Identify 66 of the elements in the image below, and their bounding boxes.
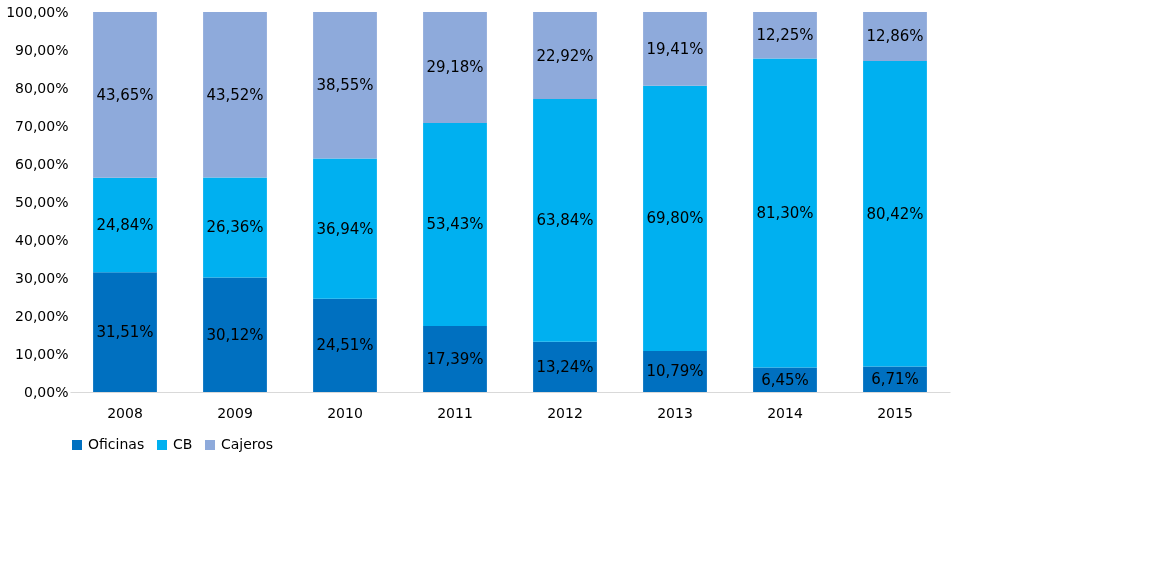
legend-label: Cajeros	[221, 436, 274, 452]
bar	[643, 12, 707, 86]
bar	[93, 12, 157, 178]
x-tick-label: 2013	[657, 404, 693, 421]
x-tick-label: 2011	[437, 404, 473, 421]
data-label: 29,18%	[426, 58, 484, 77]
bar	[203, 277, 267, 392]
data-label: 69,80%	[646, 209, 704, 228]
bar	[753, 58, 817, 368]
y-tick-label: 80,00%	[15, 79, 69, 96]
y-tick-label: 50,00%	[15, 193, 69, 210]
x-tick-label: 2012	[547, 404, 583, 421]
y-tick-label: 70,00%	[15, 117, 69, 134]
data-label: 43,52%	[206, 85, 264, 104]
y-tick-label: 10,00%	[15, 345, 69, 362]
bar	[313, 158, 377, 299]
bar	[423, 12, 487, 123]
x-tick-label: 2008	[107, 404, 143, 421]
legend-label: CB	[173, 436, 193, 452]
bar	[93, 272, 157, 392]
bar	[533, 341, 597, 392]
data-label: 24,84%	[96, 216, 154, 235]
data-label: 13,24%	[536, 357, 594, 376]
data-label: 19,41%	[646, 39, 704, 58]
data-label: 81,30%	[756, 204, 814, 223]
data-label: 6,71%	[871, 370, 919, 389]
bar	[203, 12, 267, 178]
y-tick-label: 100,00%	[6, 3, 69, 20]
data-label: 63,84%	[536, 211, 594, 230]
data-label: 38,55%	[316, 76, 374, 95]
data-label: 12,25%	[756, 26, 814, 45]
y-tick-label: 0,00%	[24, 383, 69, 400]
x-tick-label: 2014	[767, 404, 803, 421]
x-tick-label: 2010	[327, 404, 363, 421]
data-label: 12,86%	[866, 27, 924, 46]
y-tick-label: 20,00%	[15, 307, 69, 324]
data-label: 17,39%	[426, 349, 484, 368]
data-label: 24,51%	[316, 336, 374, 355]
y-tick-label: 60,00%	[15, 155, 69, 172]
x-tick-label: 2015	[877, 404, 913, 421]
data-label: 26,36%	[206, 218, 264, 237]
bar	[863, 60, 927, 367]
legend-label: Oficinas	[88, 436, 145, 452]
bar	[93, 177, 157, 273]
bar	[753, 12, 817, 59]
data-label: 43,65%	[96, 85, 154, 104]
bar	[313, 298, 377, 392]
data-label: 30,12%	[206, 325, 264, 344]
bar	[423, 122, 487, 326]
data-label: 31,51%	[96, 323, 154, 342]
bar	[533, 12, 597, 100]
bar	[533, 99, 597, 342]
bar	[423, 325, 487, 392]
data-label: 36,94%	[316, 219, 374, 238]
x-tick-label: 2009	[217, 404, 253, 421]
data-label: 53,43%	[426, 215, 484, 234]
bar	[203, 177, 267, 278]
y-tick-label: 40,00%	[15, 231, 69, 248]
data-label: 80,42%	[866, 204, 924, 223]
data-label: 6,45%	[761, 370, 809, 389]
y-tick-label: 90,00%	[15, 41, 69, 58]
data-label: 22,92%	[536, 46, 594, 65]
y-tick-label: 30,00%	[15, 269, 69, 286]
bar	[643, 85, 707, 351]
bar	[313, 12, 377, 159]
data-label: 10,79%	[646, 362, 704, 381]
